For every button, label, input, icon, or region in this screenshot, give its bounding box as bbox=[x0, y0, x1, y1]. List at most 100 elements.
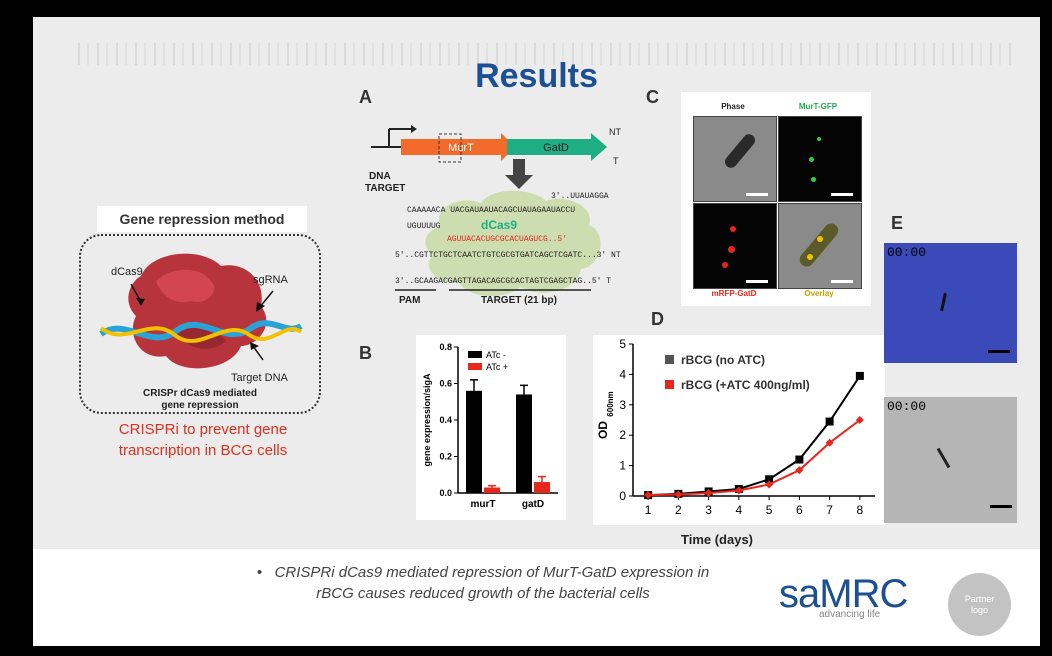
seq-u: UGUUUUG bbox=[407, 222, 441, 231]
d-y-tick-label: 0 bbox=[619, 489, 626, 503]
t-label: T bbox=[613, 156, 619, 166]
seq-t: 3'..GCAAGACGAGTTAGACAGCGCACTAGTCGAGCTAG.… bbox=[395, 277, 611, 286]
overlay-image bbox=[778, 203, 862, 289]
panel-b-chart: 0.0 0.2 0.4 0.6 0.8 gene expression/sigA murT g… bbox=[416, 335, 566, 520]
method-title: Gene repression method bbox=[97, 206, 307, 232]
samrc-logo: saMRC advancing life bbox=[779, 572, 908, 620]
b-y-tick-label: 0.8 bbox=[439, 342, 452, 352]
footer bbox=[33, 549, 1040, 646]
b-y-tick-label: 0.0 bbox=[439, 488, 452, 498]
samrc-tagline: advancing life bbox=[819, 609, 881, 620]
d-y-tick-label: 1 bbox=[619, 459, 626, 473]
nt-label: NT bbox=[609, 127, 621, 137]
panel-letter-a: A bbox=[359, 87, 372, 107]
b-y-tick-label: 0.2 bbox=[439, 452, 452, 462]
crispri-caption-line2: transcription in BCG cells bbox=[118, 442, 288, 459]
dcas9-structure-illustration bbox=[99, 253, 303, 369]
target-dna-label: Target DNA bbox=[231, 372, 288, 384]
b-category-label: gatD bbox=[522, 499, 544, 510]
d-point-square bbox=[765, 475, 774, 484]
gfp-label: MurT-GFP bbox=[798, 102, 838, 111]
b-category-label: murT bbox=[471, 499, 496, 510]
gene1-label: MurT bbox=[448, 142, 474, 154]
d-legend-swatch-1 bbox=[665, 355, 674, 364]
phase-label: Phase bbox=[721, 102, 745, 111]
pam-label: PAM bbox=[399, 295, 420, 306]
d-x-tick-label: 5 bbox=[766, 503, 773, 517]
crispri-caption-line1: CRISPRi to prevent gene bbox=[118, 421, 288, 438]
d-y-tick-label: 4 bbox=[619, 367, 626, 381]
b-legend-label-1: ATc - bbox=[486, 350, 506, 360]
bullet-line2: rBCG causes reduced growth of the bacter… bbox=[316, 585, 650, 602]
dcas9-text: dCas9 bbox=[481, 218, 517, 232]
time-lapse-image-1: 00:00 bbox=[884, 243, 1017, 363]
murt-gene-arrow bbox=[401, 133, 515, 161]
slide: Results Gene repression method dCas9 sgR… bbox=[33, 17, 1040, 646]
time-label-2: 00:00 bbox=[887, 399, 927, 414]
sgrna-label: sgRNA bbox=[253, 274, 288, 286]
b-y-tick-label: 0.6 bbox=[439, 379, 452, 389]
partner-logo-line1: Partner bbox=[964, 593, 995, 604]
panel-a-diagram: MurT GatD NT T DNA TARGET 3'..UUAUAGGA C… bbox=[365, 125, 621, 306]
seq-loop: CAAAAACA UACGAUAAUACAGCUAUAGAAUACCU bbox=[407, 206, 575, 215]
d-point-diamond bbox=[855, 416, 864, 424]
d-x-tick-label: 2 bbox=[675, 503, 682, 517]
d-point-diamond bbox=[674, 490, 683, 499]
partner-logo: Partner logo bbox=[948, 573, 1011, 636]
d-point-square bbox=[855, 371, 864, 380]
seq-top-right: 3'..UUAUAGGA bbox=[551, 192, 609, 201]
d-point-square bbox=[825, 417, 834, 426]
b-bar bbox=[466, 390, 482, 493]
gatd-gene-arrow bbox=[507, 133, 607, 161]
overlay-label: Overlay bbox=[804, 289, 834, 298]
panel-d-svg: 0 1 2 3 4 5 1 2 3 4 5 6 7 8 OD 600nm rBCG (no ATC) rBCG (… bbox=[596, 337, 875, 517]
phase-image bbox=[693, 116, 777, 202]
gfp-image bbox=[778, 116, 862, 202]
d-point-diamond bbox=[644, 491, 653, 500]
target-label: TARGET (21 bp) bbox=[481, 295, 557, 306]
rfp-image bbox=[693, 203, 777, 289]
samrc-logo-text: saMRC bbox=[779, 572, 908, 616]
method-caption-line1: CRISPr dCas9 mediated bbox=[143, 388, 257, 399]
rfp-label: mRFP-GatD bbox=[711, 289, 757, 298]
d-x-tick-label: 7 bbox=[826, 503, 833, 517]
d-point-square bbox=[795, 455, 804, 464]
panel-b-svg: 0.0 0.2 0.4 0.6 0.8 gene expression/sigA murT g… bbox=[422, 342, 558, 510]
d-x-tick-label: 4 bbox=[736, 503, 743, 517]
panel-letter-b: B bbox=[359, 343, 372, 363]
panel-letter-d: D bbox=[651, 309, 664, 329]
b-ylabel: gene expression/sigA bbox=[422, 373, 432, 467]
b-legend-swatch-2 bbox=[468, 363, 482, 370]
crispri-caption: CRISPRi to prevent gene transcription in… bbox=[73, 419, 333, 461]
b-bar bbox=[534, 482, 550, 493]
b-legend-swatch-1 bbox=[468, 351, 482, 358]
d-x-tick-label: 8 bbox=[857, 503, 864, 517]
d-point-diamond bbox=[704, 488, 713, 497]
d-series-line bbox=[648, 375, 861, 497]
header-strip bbox=[78, 43, 1018, 65]
panel-d-xlabel: Time (days) bbox=[681, 532, 754, 547]
d-x-tick-label: 3 bbox=[705, 503, 712, 517]
panel-letter-e: E bbox=[891, 213, 904, 233]
d-point-diamond bbox=[795, 466, 804, 475]
d-y-tick-label: 2 bbox=[619, 428, 626, 442]
b-bar bbox=[516, 394, 532, 493]
d-x-tick-label: 6 bbox=[796, 503, 803, 517]
d-ylabel-main: OD bbox=[596, 421, 610, 439]
page-title: Results bbox=[475, 57, 598, 95]
gene2-label: GatD bbox=[543, 142, 569, 154]
bullet-dot: • bbox=[256, 564, 275, 581]
time-lapse-image-2: 00:00 bbox=[884, 397, 1017, 523]
summary-bullet: • CRISPRi dCas9 mediated repression of M… bbox=[223, 562, 743, 604]
d-x-tick-label: 1 bbox=[645, 503, 652, 517]
dna-target-label-2: TARGET bbox=[365, 183, 405, 194]
partner-logo-line2: logo bbox=[970, 604, 988, 615]
b-y-tick-label: 0.4 bbox=[439, 415, 452, 425]
d-legend-label-2: rBCG (+ATC 400ng/ml) bbox=[681, 378, 810, 392]
method-box: dCas9 sgRNA Target DNA CRISPr dCas9 medi… bbox=[79, 234, 321, 414]
bullet-line1: CRISPRi dCas9 mediated repression of Mur… bbox=[274, 564, 710, 581]
b-bar bbox=[484, 487, 500, 493]
d-point-diamond bbox=[765, 480, 774, 489]
d-point-diamond bbox=[825, 438, 834, 447]
b-legend-label-2: ATc + bbox=[486, 362, 508, 372]
